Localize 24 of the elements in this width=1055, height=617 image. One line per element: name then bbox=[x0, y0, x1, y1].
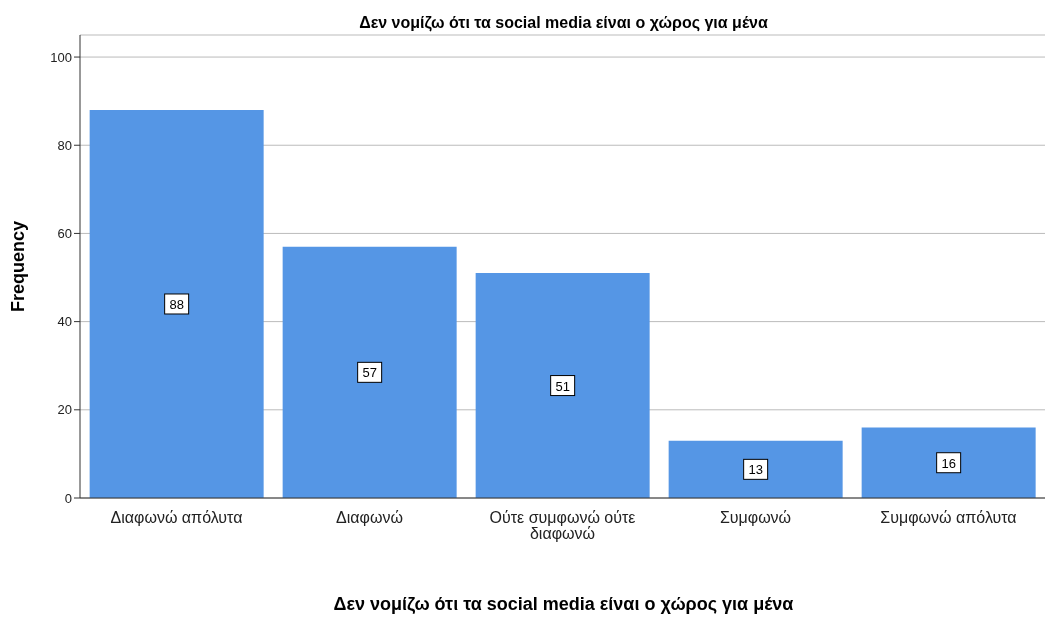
y-tick-label: 100 bbox=[50, 49, 72, 65]
x-tick-label: Διαφωνώ bbox=[336, 509, 403, 527]
data-label: 51 bbox=[555, 378, 570, 394]
y-tick-label: 0 bbox=[64, 490, 72, 506]
y-tick-label: 40 bbox=[57, 314, 72, 330]
bar bbox=[861, 427, 1036, 498]
x-tick-label: Διαφωνώ απόλυτα bbox=[110, 509, 243, 527]
x-tick-label: Συμφωνώ bbox=[719, 509, 792, 527]
bar bbox=[282, 246, 457, 498]
data-label: 16 bbox=[941, 455, 956, 471]
data-label: 13 bbox=[748, 462, 763, 478]
chart-title: Δεν νομίζω ότι τα social media είναι ο χώρος για μένα bbox=[358, 14, 769, 32]
x-tick-label: Ούτε συμφωνώ ούτε διαφωνώ bbox=[489, 509, 636, 543]
bar bbox=[89, 109, 264, 498]
x-axis-title: Δεν νομίζω ότι τα social media είναι ο χώρος για μένα bbox=[332, 594, 795, 615]
y-axis-title: Frequency bbox=[8, 220, 29, 313]
data-label: 57 bbox=[362, 365, 377, 381]
y-tick-label: 60 bbox=[57, 226, 72, 242]
bar bbox=[475, 273, 650, 498]
data-label: 88 bbox=[169, 296, 184, 312]
y-tick-label: 80 bbox=[57, 137, 72, 153]
x-tick-label: Συμφωνώ απόλυτα bbox=[880, 509, 1017, 527]
bar bbox=[668, 440, 843, 498]
y-tick-label: 20 bbox=[57, 402, 72, 418]
